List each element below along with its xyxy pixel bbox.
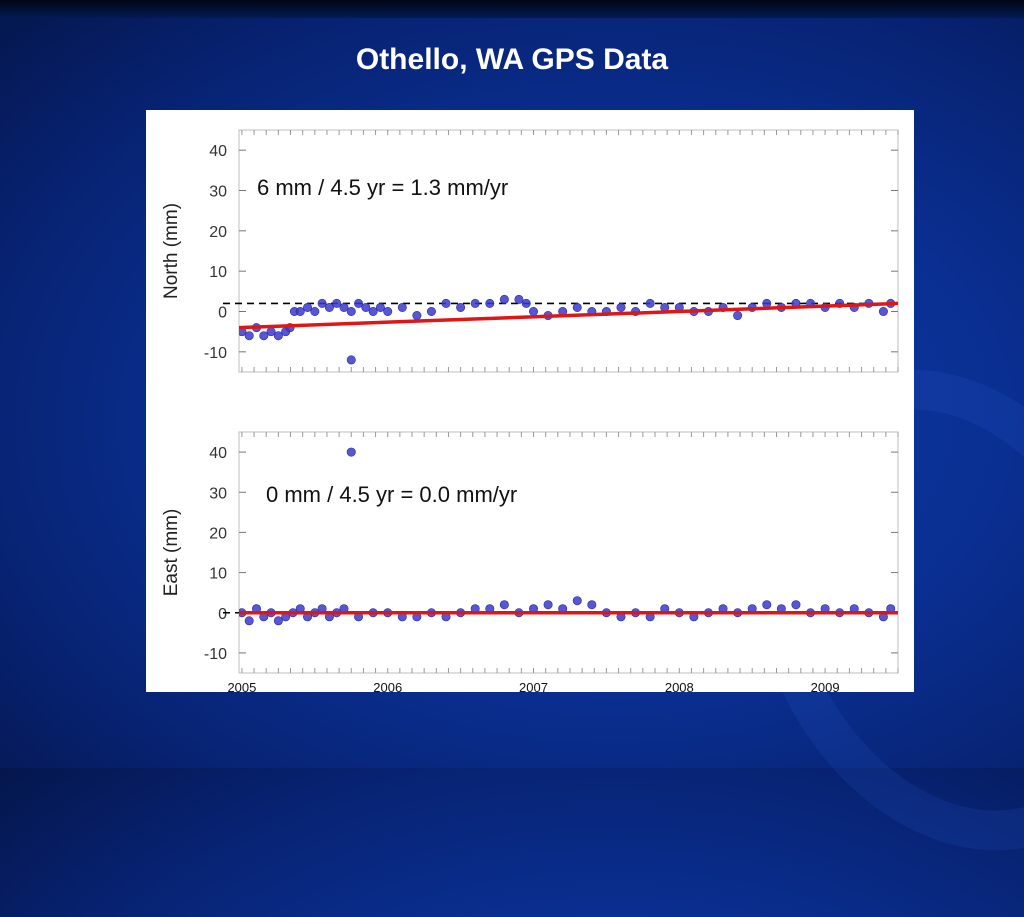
data-point (244, 331, 254, 341)
y-tick-label: -10 (204, 646, 227, 663)
data-point (587, 600, 597, 610)
data-point (244, 616, 254, 626)
data-point (485, 298, 495, 308)
data-point (324, 302, 334, 312)
data-point (354, 298, 364, 308)
data-point (762, 600, 772, 610)
chart-north: 40 30 20 10 0 -10 North (mm) 6 mm / 4.5 yr = 1.… (161, 129, 899, 373)
y-tick-label: 20 (209, 525, 227, 542)
data-point (441, 298, 451, 308)
data-point (339, 302, 349, 312)
data-point (346, 447, 356, 457)
data-point (543, 600, 553, 610)
data-point (332, 298, 342, 308)
slide-title: Othello, WA GPS Data (355, 43, 669, 76)
data-point (303, 302, 313, 312)
data-point (762, 298, 772, 308)
y-tick-label: 30 (209, 184, 227, 201)
gps-charts: 40 30 20 10 0 -10 North (mm) 6 mm / 4.5 yr = 1.… (161, 129, 899, 692)
y-axis-label: North (mm) (161, 203, 182, 299)
y-tick-label: -10 (204, 345, 227, 362)
rate-annotation: 6 mm / 4.5 yr = 1.3 mm/yr (257, 175, 508, 200)
x-tick-label: 2005 (227, 680, 256, 692)
data-point (412, 311, 422, 321)
rate-annotation: 0 mm / 4.5 yr = 0.0 mm/yr (266, 482, 517, 507)
data-point (273, 331, 283, 341)
data-point (295, 307, 305, 317)
data-point (733, 311, 743, 321)
plot-frame (238, 431, 899, 674)
data-point (259, 331, 269, 341)
data-point (375, 302, 385, 312)
data-point (616, 302, 626, 312)
data-point (499, 600, 509, 610)
data-point (346, 307, 356, 317)
x-tick-label: 2008 (665, 680, 694, 692)
top-band (0, 0, 1024, 18)
y-tick-label: 0 (218, 606, 227, 623)
data-point (397, 302, 407, 312)
chart-east: 40 30 20 10 0 -10 East (mm) 0 mm / 4.5 yr = 0.0… (161, 431, 899, 692)
data-point (470, 298, 480, 308)
y-tick-label: 40 (209, 143, 227, 160)
data-point (521, 298, 531, 308)
y-tick-label: 20 (209, 224, 227, 241)
data-point (317, 298, 327, 308)
data-point (529, 307, 539, 317)
data-point (456, 302, 466, 312)
data-point (514, 294, 524, 304)
data-point (368, 307, 378, 317)
data-point (572, 302, 582, 312)
chart-panel: 40 30 20 10 0 -10 North (mm) 6 mm / 4.5 yr = 1.… (146, 110, 914, 692)
data-point (273, 616, 283, 626)
x-tick-label: 2009 (811, 680, 840, 692)
data-point (878, 307, 888, 317)
data-point (310, 307, 320, 317)
data-point (645, 298, 655, 308)
x-tick-label: 2007 (519, 680, 548, 692)
data-point (383, 307, 393, 317)
data-point (499, 294, 509, 304)
data-point (346, 355, 356, 365)
y-axis-label: East (mm) (161, 509, 182, 597)
data-points (239, 447, 896, 626)
plot-frame (238, 129, 899, 373)
data-point (426, 307, 436, 317)
y-tick-label: 10 (209, 566, 227, 583)
y-tick-label: 0 (218, 305, 227, 322)
y-tick-label: 40 (209, 445, 227, 462)
trend-line (238, 301, 899, 330)
x-tick-label: 2006 (373, 680, 402, 692)
data-point (361, 302, 371, 312)
data-point (791, 600, 801, 610)
data-point (572, 596, 582, 606)
y-tick-label: 30 (209, 485, 227, 502)
y-tick-label: 10 (209, 264, 227, 281)
